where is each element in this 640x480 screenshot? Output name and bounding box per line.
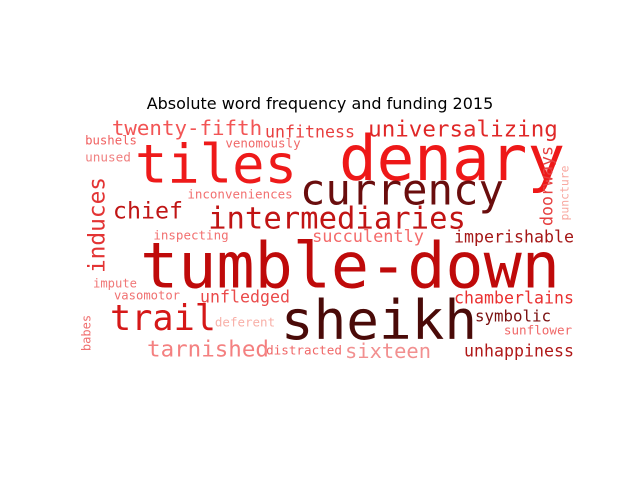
word-8: induces [85, 177, 111, 273]
word-7: universalizing [368, 117, 558, 143]
word-16: sixteen [345, 339, 431, 363]
word-20: unhappiness [464, 342, 574, 361]
word-14: succulently [312, 226, 424, 246]
word-24: bushels [85, 134, 137, 148]
word-10: twenty-fifth [112, 116, 262, 140]
chart-title: Absolute word frequency and funding 2015 [146, 94, 494, 113]
word-25: unused [85, 150, 131, 165]
word-26: impute [93, 277, 137, 291]
word-9: chief [113, 198, 183, 225]
word-13: unfitness [265, 123, 355, 142]
word-6: intermediaries [208, 202, 466, 237]
word-3: denary [339, 122, 565, 195]
word-1: sheikh [281, 289, 477, 352]
word-22: inspecting [153, 228, 228, 243]
word-11: tarnished [147, 337, 269, 363]
word-32: babes [80, 315, 94, 351]
word-30: sunflower [504, 323, 573, 338]
word-4: currency [300, 166, 504, 215]
word-5: trail [110, 298, 216, 339]
word-27: vasomotor [114, 289, 180, 303]
word-18: chamberlains [454, 289, 574, 308]
word-0: tumble-down [140, 229, 560, 303]
word-31: puncture [558, 165, 572, 220]
word-12: doorways [538, 146, 557, 226]
word-28: deferent [215, 315, 275, 330]
word-2: tiles [135, 133, 297, 196]
word-19: symbolic [475, 307, 551, 326]
word-21: inconveniences [187, 187, 292, 202]
word-15: unfledged [200, 288, 290, 307]
word-23: venomously [225, 136, 301, 151]
word-29: distracted [266, 343, 342, 358]
word-17: imperishable [454, 228, 574, 247]
